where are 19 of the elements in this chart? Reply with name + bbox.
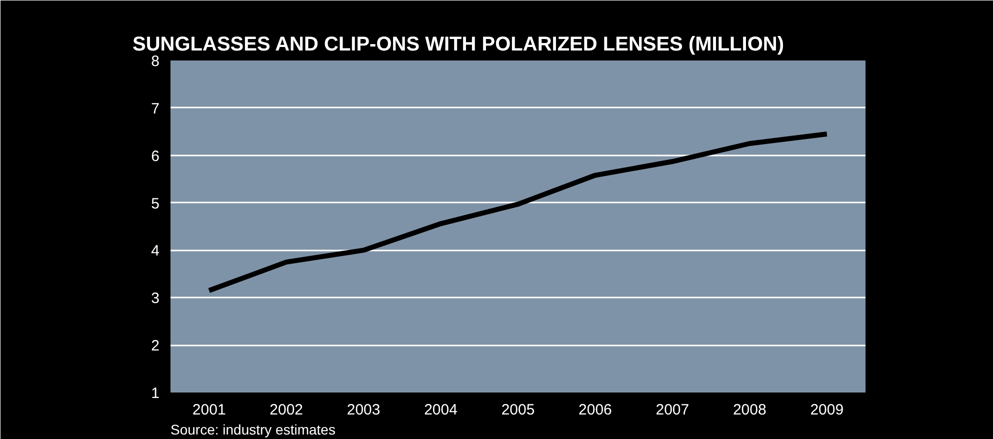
y-tick-label: 6 [151, 148, 160, 165]
y-tick-label: 4 [151, 242, 160, 260]
x-tick-label: 2001 [192, 402, 226, 418]
x-tick-label: 2007 [656, 402, 690, 418]
x-tick-label: 2009 [810, 402, 844, 418]
x-tick-label: 2005 [501, 402, 535, 418]
y-tick-label: 2 [151, 338, 160, 355]
y-tick-label: 1 [151, 385, 160, 402]
x-tick-label: 2004 [424, 402, 458, 418]
y-tick-label: 8 [151, 53, 160, 70]
x-tick-label: 2002 [270, 402, 304, 418]
x-tick-label: 2003 [346, 402, 380, 418]
chart-title: SUNGLASSES AND CLIP-ONS WITH POLARIZED LENSES (MILLION) [132, 34, 784, 56]
x-tick-label: 2006 [578, 402, 612, 418]
x-tick-label: 2008 [732, 402, 766, 418]
source-note: Source: industry estimates [170, 422, 336, 438]
y-tick-label: 3 [151, 290, 160, 308]
y-tick-label: 7 [151, 100, 160, 118]
y-tick-label: 5 [151, 195, 160, 212]
